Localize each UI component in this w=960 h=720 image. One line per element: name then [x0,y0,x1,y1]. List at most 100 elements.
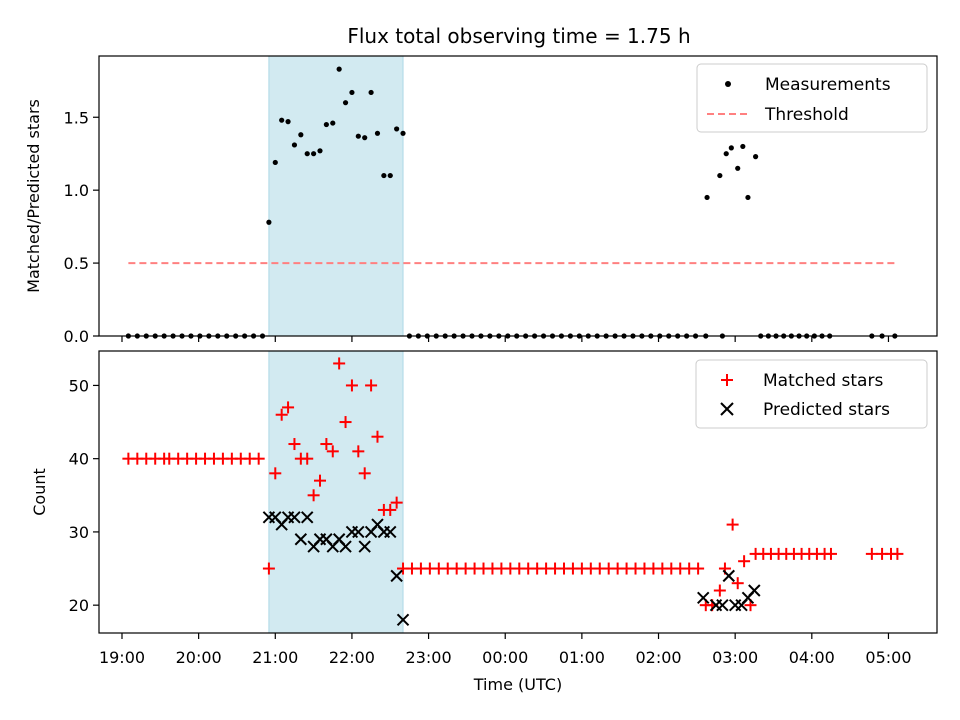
y-tick-label: 20 [69,596,89,615]
predicted-star-marker [384,525,397,539]
axis-ticks: 20 30 40 50 19:00 20:00 21:00 22:00 23:00 00:00 01… [69,376,912,667]
measurement-point [304,151,310,157]
measurement-point [368,89,374,96]
measurement-point [342,100,349,106]
x-axis-label: Time (UTC) [473,675,562,694]
x-tick-label: 22:00 [329,648,375,667]
axes-frame [98,350,938,634]
predicted-star-marker [396,613,410,627]
measurement-point [355,133,361,139]
axis-ticks: 0.0 0.5 1.0 1.5 [64,108,890,346]
predicted-star-marker [748,584,761,597]
x-tick-label: 05:00 [865,648,911,667]
predicted-star-marker [722,569,735,583]
predicted-star-marker [358,540,371,553]
y-axis-label: Matched/Predicted stars [24,99,43,293]
x-tick-label: 21:00 [252,648,298,667]
x-tick-label: 19:00 [99,648,145,667]
matched-star-marker [288,438,301,451]
x-tick-label: 20:00 [176,648,222,667]
predicted-star-marker [697,591,710,605]
matched-star-marker [282,401,295,414]
matched-star-marker [345,379,358,392]
matched-star-marker [365,379,378,392]
legend-matched-marker [721,374,733,386]
predicted-star-marker [716,598,729,612]
measurement-point [381,172,387,179]
x-tick-label: 03:00 [712,648,758,667]
matched-star-marker [824,547,837,560]
panel-bottom: 20 30 40 50 19:00 20:00 21:00 22:00 23:00 00:00 01… [30,350,938,694]
measurement-point [330,120,336,126]
matched-star-marker [390,496,403,509]
matched-star-marker [731,577,744,590]
y-tick-label: 40 [69,450,89,469]
highlight-band [268,55,404,337]
measurement-point [740,143,746,150]
measurement-point [272,159,278,166]
predicted-star-marker [339,540,352,553]
measurement-point [735,165,741,171]
measurement-point [266,219,272,225]
predicted-star-marker [352,525,365,539]
legend-predicted-label: Predicted stars [763,400,890,420]
matched-star-marker [269,467,282,480]
matched-star-marker [352,445,365,458]
legend-matched-label: Matched stars [763,371,883,391]
measurement-point [291,142,298,148]
measurement-point [723,151,729,157]
matched-star-marker [326,445,339,458]
legend-frame [695,359,928,429]
matched-star-marker [384,503,397,516]
x-tick-label: 00:00 [482,648,528,667]
y-tick-label: 0.0 [64,327,89,346]
x-tick-label: 23:00 [406,648,452,667]
matched-star-marker [301,452,314,465]
matched-star-marker [275,408,288,421]
x-tick-label: 04:00 [789,648,835,667]
measurement-point [374,130,381,136]
predicted-star-marker [301,511,314,524]
legend-measurements-marker [725,81,731,87]
measurement-point [285,119,291,125]
x-tick-label: 01:00 [559,648,605,667]
axes-frame [98,55,938,337]
legend: Matched stars Predicted stars [695,359,928,429]
measurement-point [728,145,734,151]
measurement-point [311,151,317,157]
y-tick-label: 30 [69,523,89,542]
y-tick-label: 1.5 [64,108,89,127]
matched-star-marker [339,416,352,429]
shaded-region [268,55,404,337]
matched-star-marker [262,562,275,575]
measurement-point [298,132,304,138]
matched-star-marker [371,430,384,443]
measurement-point [279,117,285,123]
matched-star-marker [713,584,726,597]
measurement-point [362,135,368,141]
highlight-band [268,350,404,634]
predicted-star-marker [288,511,301,524]
x-tick-label: 02:00 [635,648,681,667]
measurement-point [349,89,355,96]
measurement-point [745,194,751,201]
matched-star-marker [358,467,371,480]
legend-frame [696,63,928,133]
chart-title: Flux total observing time = 1.75 h [347,24,690,48]
plot-area [125,66,898,339]
matched-star-marker [320,438,333,451]
legend-predicted-marker [720,402,734,416]
legend-threshold-label: Threshold [764,105,849,125]
measurement-point [400,130,406,136]
predicted-star-marker [294,533,308,546]
matched-star-marker [313,474,326,487]
y-axis-label: Count [30,468,49,516]
matched-star-marker [307,489,320,502]
plot-area [122,357,904,627]
measurement-point [717,172,723,179]
y-tick-label: 0.5 [64,254,89,273]
panel-top: Flux total observing time = 1.75 h 0.0 0.… [24,24,938,346]
matched-star-marker [738,555,751,568]
matched-star-marker [252,452,265,465]
